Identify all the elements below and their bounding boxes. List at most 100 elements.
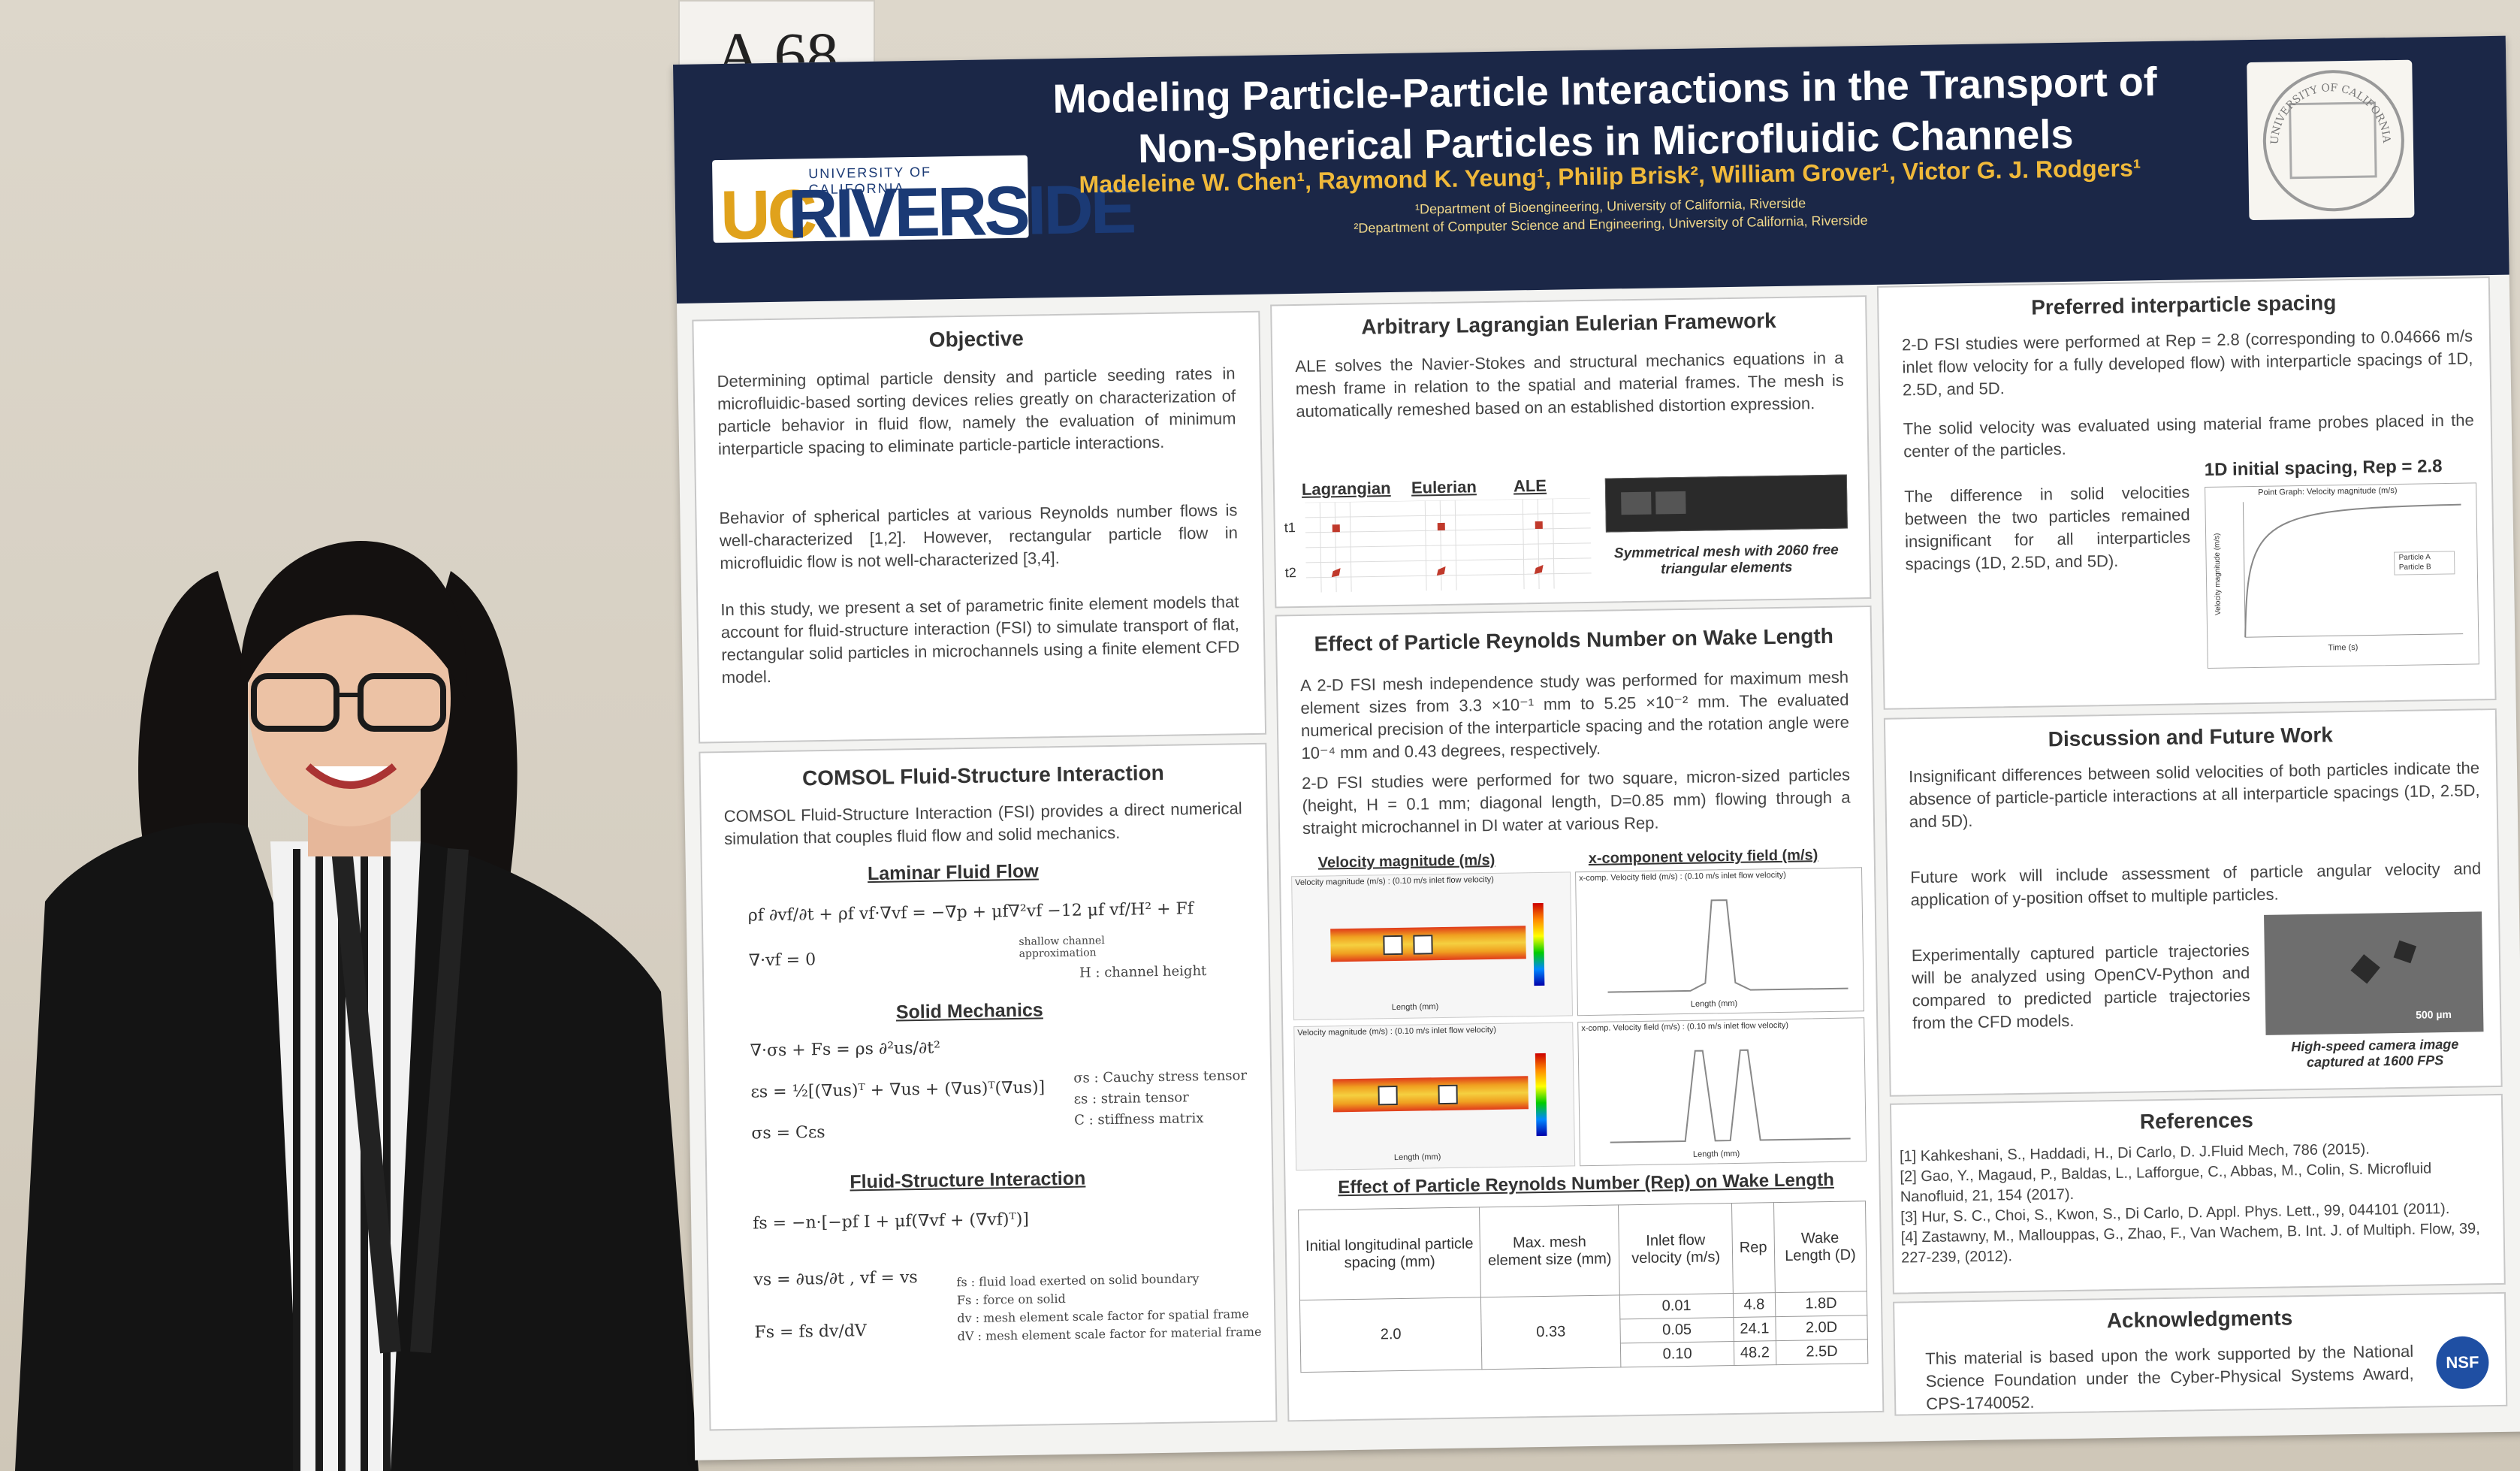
objective-p3: In this study, we present a set of param… bbox=[720, 592, 1240, 687]
nsf-logo: NSF bbox=[2435, 1336, 2489, 1390]
spacing-title: Preferred interparticle spacing bbox=[2030, 291, 2337, 319]
th-rep: Rep bbox=[1731, 1202, 1776, 1294]
fsi-note4: dV : mesh element scale factor for mater… bbox=[957, 1324, 1262, 1344]
td-spacing: 2.0 bbox=[1299, 1297, 1482, 1373]
research-poster: UNIVERSITY OF CALIFORNIA UC RIVERSIDE Mo… bbox=[673, 35, 2520, 1460]
solid-eq1: ∇·σs + Fs = ρs ∂²us/∂t² bbox=[750, 1038, 941, 1061]
fsi-eq2: vs = ∂us/∂t , vf = vs bbox=[753, 1268, 918, 1290]
xcomp-plot-2: x-comp. Velocity field (m/s) : (0.10 m/s… bbox=[1577, 1017, 1867, 1167]
ale-col-eulerian: Eulerian bbox=[1411, 477, 1477, 497]
xcomp-1-xaxis: Length (mm) bbox=[1690, 998, 1738, 1009]
solid-note2: εs : strain tensor bbox=[1073, 1089, 1189, 1107]
references-title: References bbox=[2139, 1108, 2254, 1134]
spacing-graph-title: 1D initial spacing, Rep = 2.8 bbox=[2204, 456, 2443, 481]
objective-panel: Objective Determining optimal particle d… bbox=[692, 310, 1267, 744]
wake-title: Effect of Particle Reynolds Number on Wa… bbox=[1314, 624, 1834, 656]
mesh-caption: Symmetrical mesh with 2060 free triangul… bbox=[1613, 542, 1839, 578]
ack-panel: Acknowledgments This material is based u… bbox=[1893, 1291, 2508, 1416]
seal-text: UNIVERSITY OF CALIFORNIA · RIVERSIDE bbox=[2247, 60, 2392, 146]
objective-p1: Determining optimal particle density and… bbox=[717, 364, 1236, 459]
spacing-graph-ylabel: Velocity magnitude (m/s) bbox=[2213, 533, 2223, 616]
velocity-sim-1: Velocity magnitude (m/s) : (0.10 m/s inl… bbox=[1291, 871, 1574, 1021]
discussion-p2: Future work will include assessment of p… bbox=[1909, 859, 2482, 910]
sim-1-caption: Velocity magnitude (m/s) : (0.10 m/s inl… bbox=[1295, 874, 1494, 888]
spacing-p1: 2-D FSI studies were performed at Rep = … bbox=[1901, 326, 2473, 400]
camera-scale: 500 µm bbox=[2416, 1007, 2452, 1021]
td-rep-2: 48.2 bbox=[1734, 1340, 1776, 1366]
solid-note1: σs : Cauchy stress tensor bbox=[1073, 1068, 1248, 1086]
objective-title: Objective bbox=[928, 326, 1025, 352]
comsol-intro: COMSOL Fluid-Structure Interaction (FSI)… bbox=[723, 799, 1242, 849]
camera-image: 500 µm bbox=[2264, 911, 2484, 1035]
discussion-p1: Insignificant differences between solid … bbox=[1908, 758, 2480, 832]
td-vel-2: 0.10 bbox=[1620, 1341, 1734, 1367]
discussion-panel: Discussion and Future Work Insignificant… bbox=[1883, 708, 2503, 1097]
ack-title: Acknowledgments bbox=[2106, 1306, 2293, 1333]
xcomp-label: x-component velocity field (m/s) bbox=[1588, 847, 1818, 867]
spacing-p3: The difference in solid velocities betwe… bbox=[1904, 482, 2191, 574]
fsi-title: Fluid-Structure Interaction bbox=[850, 1167, 1086, 1193]
camera-caption: High-speed camera image captured at 1600… bbox=[2291, 1036, 2459, 1070]
td-wake-1: 2.0D bbox=[1775, 1315, 1868, 1341]
objective-p2: Behavior of spherical particles at vario… bbox=[719, 500, 1239, 573]
sim-2-caption: Velocity magnitude (m/s) : (0.10 m/s inl… bbox=[1297, 1025, 1497, 1038]
h-note: H : channel height bbox=[1079, 962, 1207, 981]
ale-title: Arbitrary Lagrangian Eulerian Framework bbox=[1361, 308, 1776, 339]
th-wake: Wake Length (D) bbox=[1773, 1201, 1867, 1293]
legend-particle-a: Particle A bbox=[2398, 553, 2431, 562]
reference-item: [4] Zastawny, M., Mallouppas, G., Zhao, … bbox=[1900, 1220, 2480, 1267]
solid-title: Solid Mechanics bbox=[895, 999, 1043, 1023]
th-velocity: Inlet flow velocity (m/s) bbox=[1618, 1203, 1734, 1295]
comsol-title: COMSOL Fluid-Structure Interaction bbox=[801, 760, 1164, 790]
sim-1-xaxis: Length (mm) bbox=[1391, 1002, 1439, 1013]
wake-panel: Effect of Particle Reynolds Number on Wa… bbox=[1275, 606, 1885, 1422]
continuity-equation: ∇·vf = 0 bbox=[748, 950, 816, 971]
th-spacing: Initial longitudinal particle spacing (m… bbox=[1298, 1207, 1481, 1300]
references-panel: References [1] Kahkeshani, S., Haddadi, … bbox=[1889, 1093, 2506, 1294]
wake-p2: 2-D FSI studies were performed for two s… bbox=[1301, 765, 1851, 838]
svg-text:UNIVERSITY OF CALIFORNIA · RIV: UNIVERSITY OF CALIFORNIA · RIVERSIDE bbox=[2247, 60, 2392, 146]
td-mesh: 0.33 bbox=[1480, 1294, 1622, 1370]
discussion-title: Discussion and Future Work bbox=[2048, 723, 2334, 751]
fsi-note3: dv : mesh element scale factor for spati… bbox=[957, 1306, 1249, 1326]
shallow-note: shallow channel approximation bbox=[1019, 935, 1105, 960]
fsi-eq3: Fs = fs dv/dV bbox=[754, 1321, 868, 1343]
velocity-sim-2: Velocity magnitude (m/s) : (0.10 m/s inl… bbox=[1293, 1022, 1576, 1171]
spacing-panel: Preferred interparticle spacing 2-D FSI … bbox=[1876, 276, 2497, 710]
comsol-panel: COMSOL Fluid-Structure Interaction COMSO… bbox=[699, 742, 1278, 1431]
ale-col-ale: ALE bbox=[1513, 476, 1547, 496]
xcomp-2-xaxis: Length (mm) bbox=[1692, 1149, 1740, 1159]
ucr-logo: UNIVERSITY OF CALIFORNIA UC RIVERSIDE bbox=[712, 155, 1134, 254]
fsi-note1: fs : fluid load exerted on solid boundar… bbox=[956, 1271, 1200, 1290]
td-vel-0: 0.01 bbox=[1619, 1293, 1734, 1319]
spacing-graph: Point Graph: Velocity magnitude (m/s) Pa… bbox=[2205, 482, 2479, 669]
spacing-graph-xlabel: Time (s) bbox=[2328, 642, 2359, 653]
laminar-title: Laminar Fluid Flow bbox=[867, 860, 1039, 885]
fsi-note2: Fs : force on solid bbox=[956, 1291, 1066, 1308]
ale-grid-diagram bbox=[1305, 497, 1592, 593]
ale-col-lagrangian: Lagrangian bbox=[1301, 479, 1391, 499]
legend-particle-b: Particle B bbox=[2398, 563, 2431, 572]
xcomp-plot-1: x-comp. Velocity field (m/s) : (0.10 m/s… bbox=[1575, 867, 1864, 1016]
td-rep-1: 24.1 bbox=[1733, 1316, 1776, 1342]
th-mesh: Max. mesh element size (mm) bbox=[1479, 1204, 1620, 1297]
wake-table: Initial longitudinal particle spacing (m… bbox=[1298, 1201, 1868, 1373]
presenter-figure bbox=[15, 541, 699, 1471]
td-wake-0: 1.8D bbox=[1775, 1291, 1867, 1317]
solid-eq2: εs = ½[(∇us)ᵀ + ∇us + (∇us)ᵀ(∇us)] bbox=[750, 1078, 1046, 1102]
laminar-equation: ρf ∂vf/∂t + ρf vf·∇vf = −∇p + μf∇²vf −12… bbox=[747, 899, 1194, 926]
mesh-image bbox=[1604, 474, 1848, 533]
ale-text: ALE solves the Navier-Stokes and structu… bbox=[1295, 348, 1844, 421]
vel-mag-label: Velocity magnitude (m/s) bbox=[1317, 851, 1495, 871]
discussion-p3: Experimentally captured particle traject… bbox=[1911, 941, 2250, 1033]
references-list: [1] Kahkeshani, S., Haddadi, H., Di Carl… bbox=[1900, 1137, 2494, 1268]
poster-header: UNIVERSITY OF CALIFORNIA UC RIVERSIDE Mo… bbox=[673, 35, 2509, 304]
wake-p1: A 2-D FSI mesh independence study was pe… bbox=[1299, 667, 1850, 763]
solid-note3: C : stiffness matrix bbox=[1073, 1110, 1204, 1128]
solid-eq3: σs = Cεs bbox=[751, 1122, 825, 1143]
ack-text: This material is based upon the work sup… bbox=[1925, 1341, 2414, 1414]
td-vel-1: 0.05 bbox=[1620, 1317, 1734, 1343]
td-rep-0: 4.8 bbox=[1733, 1292, 1776, 1318]
uc-seal-logo: UNIVERSITY OF CALIFORNIA · RIVERSIDE bbox=[2247, 59, 2415, 221]
sim-2-xaxis: Length (mm) bbox=[1393, 1152, 1441, 1163]
